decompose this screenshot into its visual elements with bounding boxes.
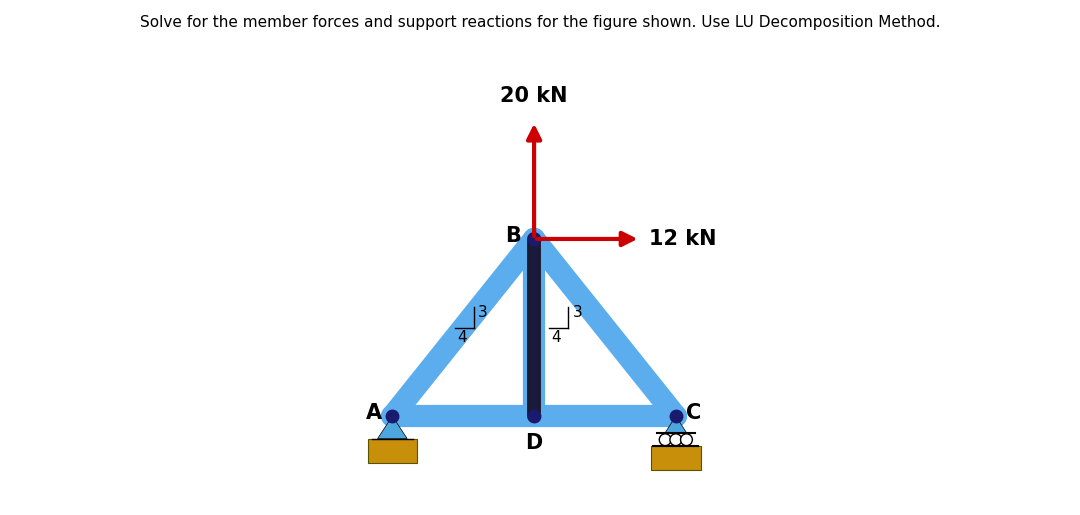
- Bar: [651, 445, 701, 470]
- Text: 4: 4: [552, 330, 562, 345]
- Circle shape: [680, 434, 692, 445]
- Text: 3: 3: [572, 305, 582, 320]
- Text: 3: 3: [478, 305, 488, 320]
- Bar: [367, 439, 417, 464]
- Text: A: A: [366, 403, 381, 423]
- Text: 20 kN: 20 kN: [500, 86, 568, 106]
- Polygon shape: [665, 416, 687, 433]
- Polygon shape: [378, 416, 407, 439]
- Text: 12 kN: 12 kN: [649, 229, 717, 249]
- Circle shape: [670, 434, 681, 445]
- Circle shape: [659, 434, 671, 445]
- Text: Solve for the member forces and support reactions for the figure shown. Use LU D: Solve for the member forces and support …: [139, 15, 941, 30]
- Text: B: B: [505, 226, 522, 246]
- Text: C: C: [687, 403, 702, 423]
- Text: D: D: [526, 433, 543, 453]
- Text: 4: 4: [457, 330, 467, 345]
